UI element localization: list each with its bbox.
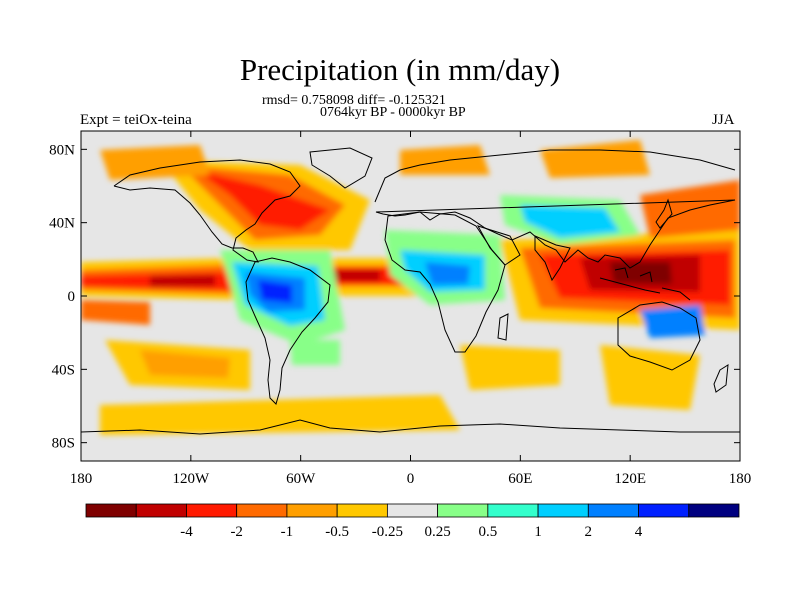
experiment-label: Expt = teiOx-teina [80,112,192,128]
coastline-islands [599,267,691,301]
colorbar-swatch [587,503,639,518]
colorbar-swatch [236,503,288,518]
period-label: 0764kyr BP - 0000kyr BP [320,105,466,120]
colorbar-swatch [487,503,539,518]
field-patch [100,145,210,180]
coastline-greenland [309,147,373,189]
colorbar-swatch [336,503,388,518]
coastline-india [534,235,571,282]
colorbar-label: 0.25 [424,524,450,540]
colorbar-swatch [688,503,740,518]
colorbar-swatch [386,503,439,518]
colorbar-swatch [437,503,489,518]
field-patch [150,275,215,287]
field-patch [460,345,560,390]
colorbar-swatch [638,503,690,518]
colorbar-swatch [135,503,187,518]
colorbar-label: 2 [585,524,593,540]
field-patch [258,280,292,303]
colorbar-label: -2 [230,524,243,540]
x-tick-label: 60W [286,471,316,487]
coastline-south-america [245,257,331,405]
field-patch [640,180,740,238]
coastline-africa [384,211,506,353]
coastline-antarctica [81,419,740,435]
colorbar-swatch [537,503,589,518]
field-patch [81,300,150,325]
colorbar-label: 0.5 [478,524,497,540]
coastline-australia [617,301,701,371]
field-patch [290,340,340,365]
colorbar-label: -0.5 [325,524,349,540]
x-tick-label: 60E [508,471,532,487]
field-patch [425,262,470,285]
y-axis: 80N 40N 0 40S 80S [49,142,740,452]
colorbar-label: -1 [281,524,294,540]
x-tick-label: 180 [729,471,752,487]
colorbar-label: -4 [180,524,193,540]
colorbar-label: 4 [635,524,643,540]
x-tick-label: 120W [172,471,210,487]
field-patch [520,205,620,238]
colorbar-label: 1 [534,524,542,540]
colorbar-swatch [85,503,137,518]
field-patch [195,170,330,230]
y-tick-label: 40N [49,216,75,232]
coastline-new-zealand [713,364,729,393]
field-patch [610,262,672,284]
field-patch [100,395,460,435]
coastline-japan [655,198,673,229]
coastline-arabia [476,225,521,266]
y-tick-label: 40S [52,362,75,378]
coastline-madagascar [497,313,509,341]
colorbar: -4 -2 -1 -0.5 -0.25 0.25 0.5 1 2 4 [85,503,740,540]
coastlines [81,147,740,435]
stats-label: rmsd= 0.758098 diff= -0.125321 [262,93,446,108]
field-patch [640,305,705,338]
colorbar-swatch [286,503,338,518]
x-tick-label: 0 [407,471,415,487]
chart-title: Precipitation (in mm/day) [239,52,561,87]
y-tick-label: 0 [68,289,76,305]
x-axis: 180 120W 60W 0 60E 120E 180 [70,131,752,487]
y-tick-label: 80N [49,142,75,158]
field-patch [140,350,230,378]
field-patch [400,145,490,175]
y-tick-label: 80S [52,436,75,452]
colorbar-label: -0.25 [372,524,403,540]
field-patch [330,270,380,281]
colorbar-swatch [186,503,238,518]
x-tick-label: 120E [614,471,646,487]
coastline-north-america [113,159,301,263]
x-tick-label: 180 [70,471,93,487]
field-patch [600,345,700,410]
season-label: JJA [712,112,735,128]
